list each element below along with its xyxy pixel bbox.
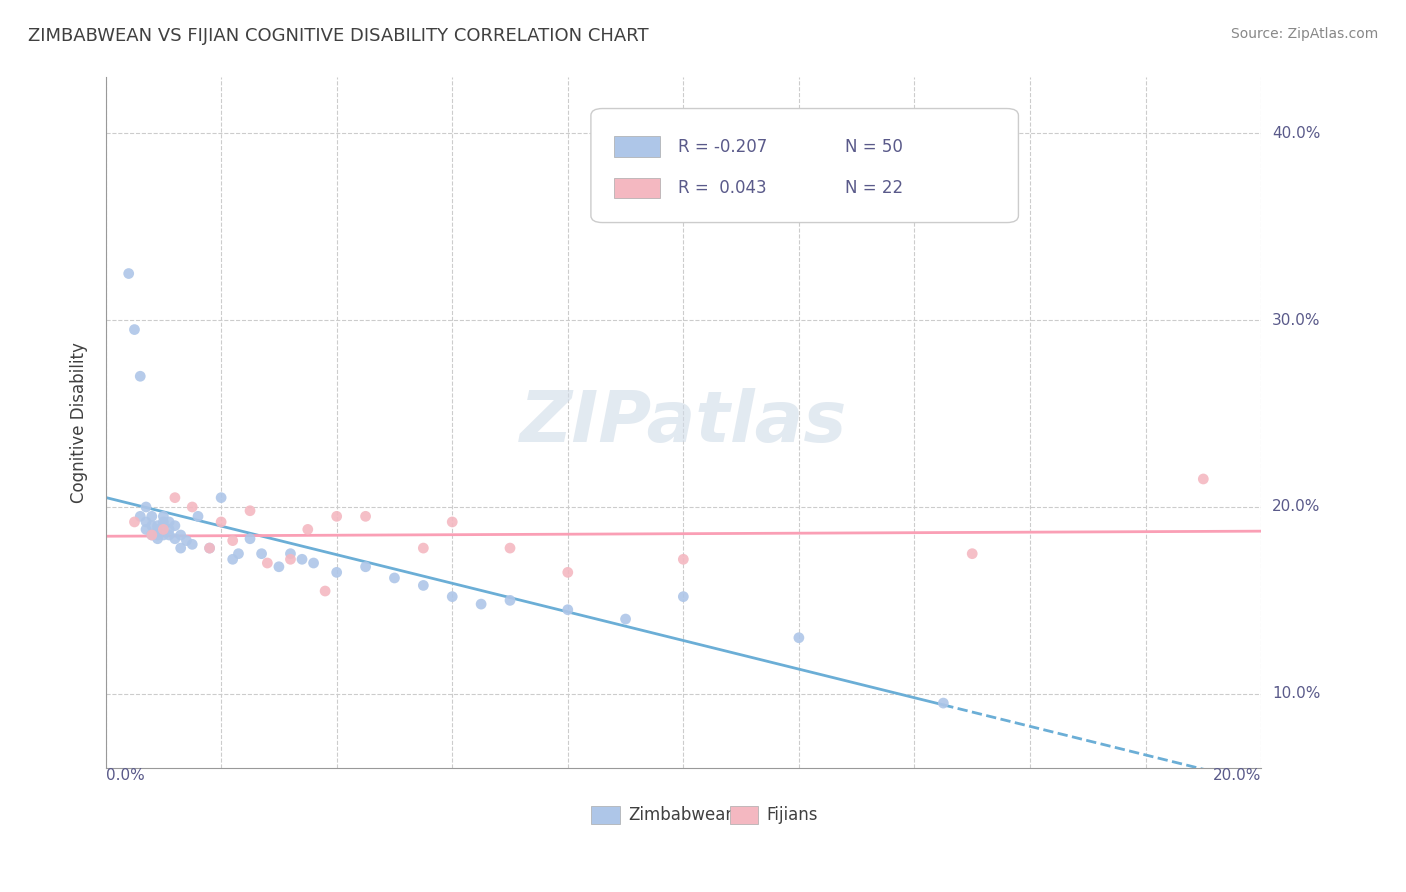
Point [135, 523, 157, 537]
Text: 40.0%: 40.0% [1272, 126, 1320, 141]
Point [124, 322, 146, 336]
Point [181, 500, 204, 514]
Point [239, 532, 262, 546]
Text: 20.0%: 20.0% [1272, 500, 1320, 515]
Point [209, 491, 232, 505]
Point [557, 566, 579, 580]
Point [267, 559, 290, 574]
Point [384, 571, 406, 585]
Text: Cognitive Disability: Cognitive Disability [70, 343, 89, 503]
Point [129, 509, 152, 524]
Point [146, 523, 169, 537]
Point [118, 267, 141, 281]
Point [187, 509, 209, 524]
Text: R =  0.043: R = 0.043 [678, 179, 766, 197]
Text: 10.0%: 10.0% [1272, 686, 1320, 701]
Point [141, 528, 163, 542]
Point [250, 547, 273, 561]
Point [198, 541, 221, 555]
Bar [614, 178, 661, 198]
Point [1192, 472, 1215, 486]
Point [146, 532, 169, 546]
Bar [591, 806, 620, 823]
Point [314, 584, 336, 599]
Point [291, 552, 314, 566]
Text: R = -0.207: R = -0.207 [678, 137, 766, 155]
Point [141, 518, 163, 533]
Point [129, 369, 152, 384]
Point [354, 509, 377, 524]
Point [672, 590, 695, 604]
Text: N = 22: N = 22 [845, 179, 903, 197]
Text: ZIMBABWEAN VS FIJIAN COGNITIVE DISABILITY CORRELATION CHART: ZIMBABWEAN VS FIJIAN COGNITIVE DISABILIT… [28, 27, 648, 45]
Point [198, 541, 221, 555]
Point [152, 523, 174, 537]
Text: Source: ZipAtlas.com: Source: ZipAtlas.com [1230, 27, 1378, 41]
Point [297, 523, 319, 537]
Point [135, 515, 157, 529]
Point [280, 552, 302, 566]
Point [499, 593, 522, 607]
Point [170, 528, 193, 542]
Point [302, 556, 325, 570]
Point [239, 504, 262, 518]
Point [228, 547, 250, 561]
Point [152, 515, 174, 529]
Point [354, 559, 377, 574]
Point [141, 509, 163, 524]
Point [614, 612, 637, 626]
Text: 30.0%: 30.0% [1272, 313, 1320, 327]
Point [152, 518, 174, 533]
Point [152, 528, 174, 542]
Point [170, 541, 193, 555]
Point [441, 590, 464, 604]
Point [280, 547, 302, 561]
Bar [614, 136, 661, 157]
Point [157, 528, 180, 542]
Text: N = 50: N = 50 [845, 137, 903, 155]
Point [135, 500, 157, 514]
Point [157, 523, 180, 537]
Text: Zimbabweans: Zimbabweans [628, 805, 745, 823]
Point [146, 518, 169, 533]
Point [325, 566, 347, 580]
Point [221, 552, 243, 566]
Point [412, 578, 434, 592]
Point [557, 603, 579, 617]
Point [163, 532, 186, 546]
Point [787, 631, 810, 645]
Point [209, 515, 232, 529]
Point [960, 547, 983, 561]
Point [163, 518, 186, 533]
Point [152, 509, 174, 524]
Point [146, 528, 169, 542]
Point [932, 696, 955, 710]
Point [672, 552, 695, 566]
Point [499, 541, 522, 555]
FancyBboxPatch shape [591, 109, 1018, 223]
Point [221, 533, 243, 548]
Point [441, 515, 464, 529]
Text: ZIPatlas: ZIPatlas [520, 388, 846, 458]
Bar [730, 806, 758, 823]
Point [256, 556, 278, 570]
Point [412, 541, 434, 555]
Text: 0.0%: 0.0% [105, 769, 145, 783]
Point [325, 509, 347, 524]
Point [157, 515, 180, 529]
Point [124, 515, 146, 529]
Text: 20.0%: 20.0% [1213, 769, 1261, 783]
Point [141, 528, 163, 542]
Text: Fijians: Fijians [766, 805, 818, 823]
Point [163, 491, 186, 505]
Point [470, 597, 492, 611]
Point [176, 533, 198, 548]
Point [181, 537, 204, 551]
